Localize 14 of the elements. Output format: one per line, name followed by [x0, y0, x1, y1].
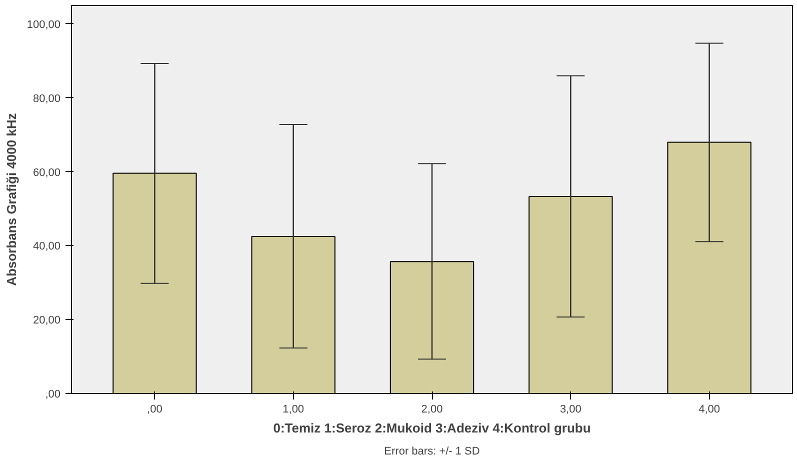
x-tick-label: ,00 — [147, 404, 162, 416]
y-tick-label: 20,00 — [32, 314, 61, 327]
y-tick-label: 100,00 — [26, 18, 61, 31]
y-tick-label: 80,00 — [32, 92, 61, 105]
x-tick-label: 3,00 — [560, 404, 582, 416]
x-tick-label: 2,00 — [421, 404, 443, 416]
text: Error bars: +/- 1 SD — [384, 446, 480, 458]
y-tick-label: 40,00 — [32, 240, 61, 253]
y-axis-title: Absorbans Grafiği 4000 kHz — [4, 112, 19, 286]
y-tick-label: ,00 — [45, 388, 61, 400]
y-tick-label: 60,00 — [32, 166, 61, 179]
x-axis-title: 0:Temiz 1:Seroz 2:Mukoid 3:Adeziv 4:Kontrol grubu — [273, 420, 591, 436]
x-tick-label: 4,00 — [698, 404, 720, 416]
x-tick-label: 1,00 — [282, 404, 304, 416]
